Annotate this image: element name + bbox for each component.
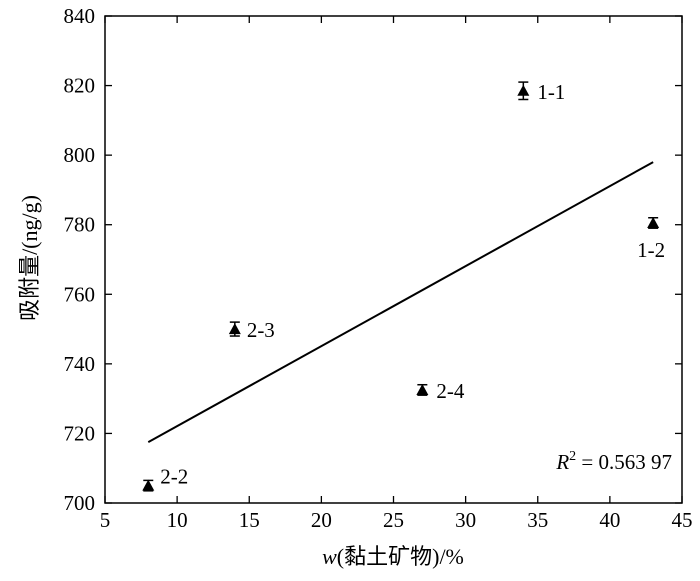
y-tick-label: 700 [64,491,96,515]
y-tick-label: 740 [64,352,96,376]
x-tick-label: 25 [383,508,404,532]
fit-line-group [147,161,654,443]
x-tick-label: 20 [311,508,332,532]
data-point-marker [416,383,429,395]
y-tick-labels: 700 720 740 760 780 800 820 840 [64,4,96,515]
y-tick-label: 760 [64,282,96,306]
r-squared-superscript: 2 [569,449,576,464]
data-points: 1-1 1-2 2-3 2-4 2-2 [142,80,665,492]
r-squared-annotation: R2 = 0.563 97 [555,449,672,474]
r-squared-value: = 0.563 97 [576,450,672,474]
x-axis-title-text: (黏土矿物)/% [337,544,464,569]
x-tick-label: 15 [239,508,260,532]
x-tick-label: 45 [672,508,693,532]
axis-ticks [104,15,683,504]
data-point-marker [142,479,155,491]
data-point-label: 1-1 [537,80,565,104]
y-tick-label: 800 [64,143,96,167]
data-point-marker [517,84,530,96]
x-tick-label: 30 [455,508,476,532]
plot-frame [104,15,683,504]
r-squared-symbol: R [555,450,569,474]
data-point-label: 2-3 [247,318,275,342]
data-point-label: 2-4 [436,379,464,403]
x-axis-title: w(黏土矿物)/% [322,544,464,569]
x-tick-labels: 5 10 15 20 25 30 35 40 45 [100,508,693,532]
x-tick-label: 40 [599,508,620,532]
y-axis-title: 吸附量/(ng/g) [17,195,42,321]
y-tick-label: 840 [64,4,96,28]
fit-line [147,161,654,443]
x-tick-label: 5 [100,508,111,532]
y-tick-label: 780 [64,213,96,237]
x-axis-title-variable: w [322,544,337,569]
data-point-label: 1-2 [637,238,665,262]
data-point-marker [647,216,660,228]
x-tick-label: 10 [167,508,188,532]
x-tick-label: 35 [527,508,548,532]
data-point-label: 2-2 [160,465,188,489]
y-tick-label: 720 [64,421,96,445]
data-point-marker [228,323,241,335]
y-tick-label: 820 [64,74,96,98]
